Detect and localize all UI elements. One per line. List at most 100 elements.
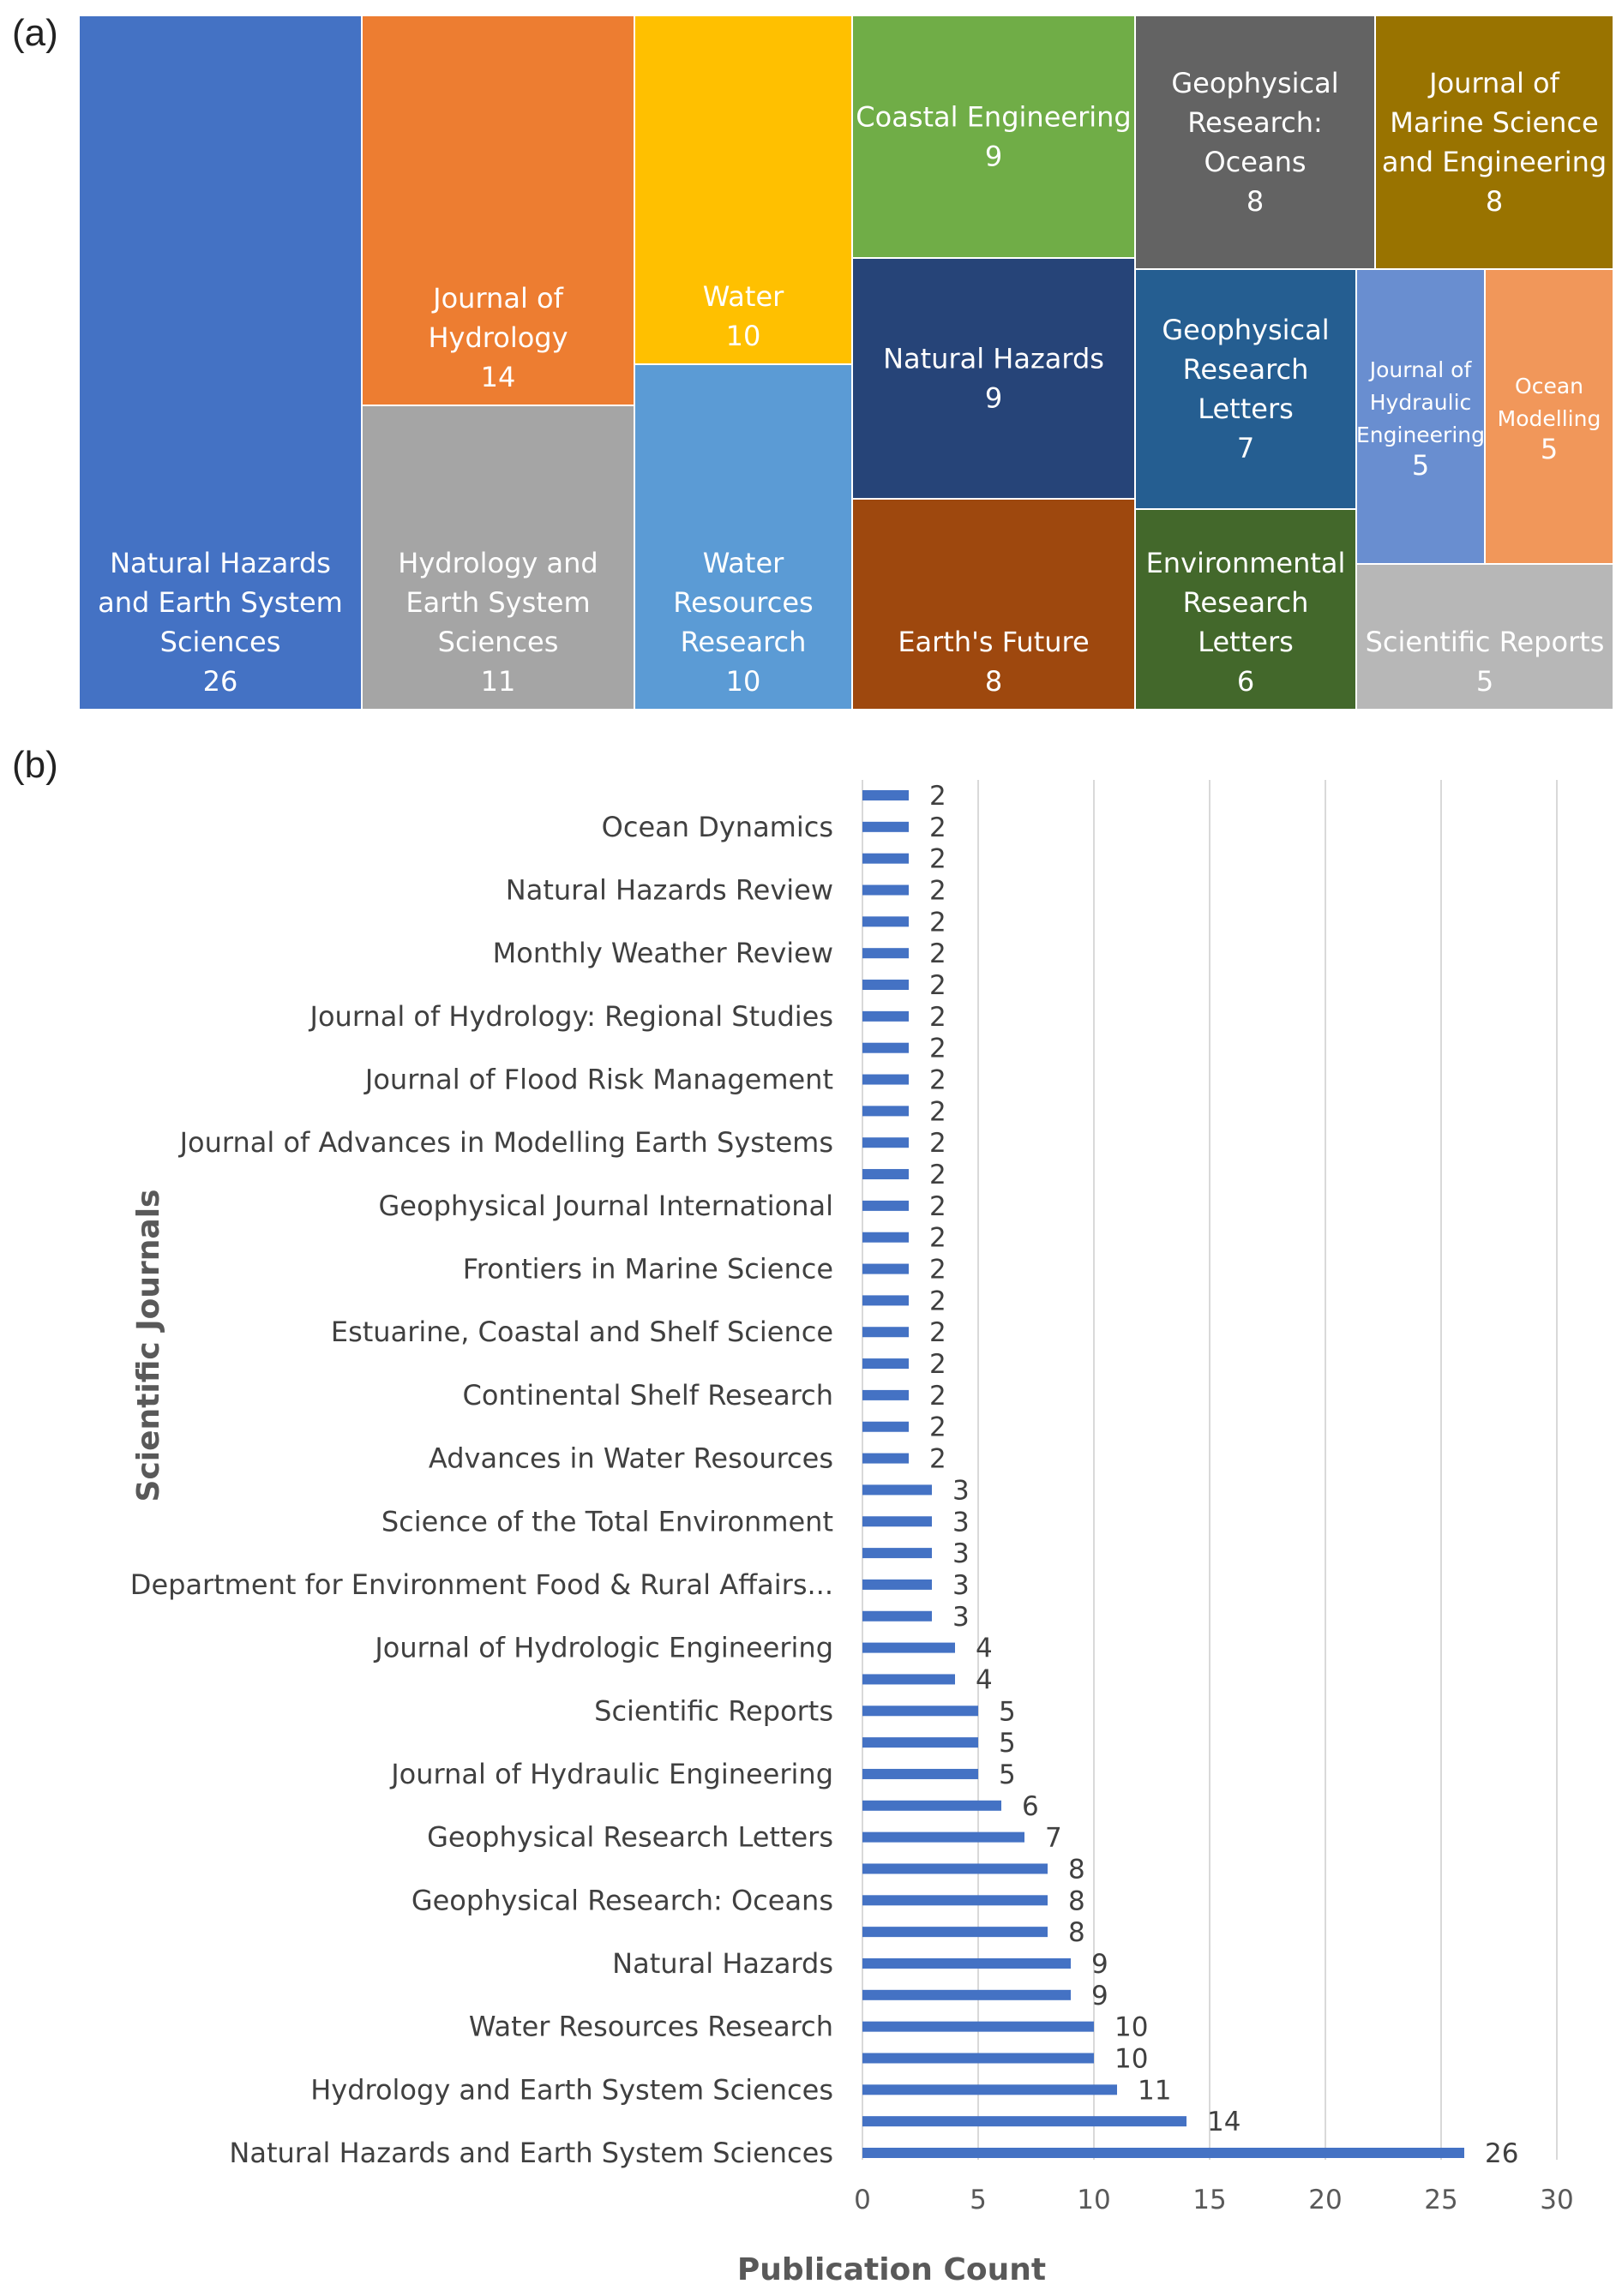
bar-value-label: 3: [952, 1602, 970, 1633]
bar-value-label: 8: [1068, 1854, 1085, 1885]
bar-value-label: 2: [929, 1255, 946, 1286]
treemap-tile-value: 11: [481, 665, 516, 698]
bar-value-label: 2: [929, 938, 946, 969]
bar: [862, 1831, 1024, 1843]
treemap-tile-label: Research:: [1187, 106, 1323, 139]
treemap-tile: Earth's Future 8: [851, 498, 1136, 710]
bar: [862, 2053, 1094, 2064]
x-tick-label: 30: [1540, 2185, 1573, 2215]
bar-value-label: 3: [952, 1538, 970, 1569]
treemap-tile-label: Marine Science: [1390, 106, 1598, 139]
bar: [862, 853, 909, 864]
treemap-tile-label: Environmental: [1146, 547, 1346, 579]
category-label: Department for Environment Food & Rural …: [130, 1568, 833, 1601]
bar-value-label: 4: [976, 1664, 993, 1695]
treemap-tile-value: 5: [1412, 449, 1429, 482]
treemap-tile-value: 5: [1476, 665, 1493, 698]
treemap-tile: Water 10: [634, 15, 853, 365]
treemap-tile-value: 8: [985, 665, 1002, 698]
bar: [862, 1863, 1048, 1874]
bar: [862, 1232, 909, 1243]
treemap-tile-rect: [851, 15, 1136, 259]
x-tick-label: 0: [854, 2185, 871, 2215]
treemap-tile-value: 10: [726, 665, 761, 698]
bar-value-label: 3: [952, 1570, 970, 1601]
treemap-chart: Natural Hazards and Earth System Sciences 2…: [78, 15, 1614, 710]
bar: [862, 1389, 909, 1400]
bar: [862, 1548, 932, 1559]
y-axis-title: Scientific Journals: [131, 1190, 166, 1502]
treemap-tile-value: 10: [726, 320, 761, 352]
treemap-tile: Coastal Engineering 9: [851, 15, 1136, 259]
panel-label-b: (b): [12, 744, 58, 786]
category-label: Geophysical Research Letters: [427, 1821, 833, 1854]
bar-value-label: 2: [929, 1096, 946, 1127]
treemap-tile: Geophysical Research Letters 7: [1134, 268, 1357, 510]
bar-value-label: 4: [976, 1634, 993, 1664]
treemap-tile-label: Water: [703, 547, 784, 579]
bar-value-label: 5: [999, 1728, 1016, 1759]
bar: [862, 1327, 909, 1338]
bar: [862, 2116, 1186, 2127]
treemap-tile-rect: [1134, 15, 1376, 270]
category-label: Natural Hazards: [612, 1947, 833, 1980]
treemap-tile-rect: [851, 498, 1136, 710]
bar: [862, 1421, 909, 1432]
category-label: Hydrology and Earth System Sciences: [310, 2073, 833, 2106]
bar: [862, 1010, 909, 1022]
bar-value-label: 6: [1022, 1791, 1039, 1822]
treemap-tile-rect: [361, 405, 635, 710]
category-label: Continental Shelf Research: [463, 1379, 834, 1412]
x-tick-label: 10: [1077, 2185, 1110, 2215]
bar-value-label: 10: [1114, 2012, 1148, 2043]
bar-value-label: 2: [929, 876, 946, 907]
bar: [862, 1453, 909, 1464]
bar: [862, 1169, 909, 1180]
bar-value-label: 2: [929, 1002, 946, 1033]
treemap-tile-label: Journal of: [431, 282, 563, 315]
treemap-tile: Journal of Hydrology 14: [361, 15, 635, 406]
treemap-tile-value: 5: [1541, 433, 1558, 465]
bar-value-label: 26: [1485, 2138, 1518, 2169]
treemap-tile-value: 8: [1247, 185, 1264, 218]
treemap-tile: Water Resources Research 10: [634, 363, 853, 710]
treemap-tile-value: 9: [985, 382, 1002, 415]
treemap-tile-rect: [1374, 15, 1614, 270]
category-label: Journal of Hydrology: Regional Studies: [309, 1000, 833, 1033]
bar: [862, 1642, 955, 1653]
bar: [862, 1989, 1071, 2000]
treemap-tile-rect: [1355, 563, 1614, 710]
bar-value-label: 8: [1068, 1917, 1085, 1948]
treemap-tile-label: Modelling: [1498, 406, 1601, 431]
treemap-tile-label: Hydrology and: [398, 547, 598, 579]
treemap-tile-label: Letters: [1198, 626, 1294, 658]
treemap-tile: Natural Hazards and Earth System Sciences 2…: [78, 15, 363, 710]
treemap-tile-label: Engineering: [1356, 423, 1485, 447]
bar-value-label: 2: [929, 1034, 946, 1064]
treemap-tile-value: 8: [1486, 185, 1503, 218]
treemap-tile-label: Ocean: [1515, 374, 1583, 399]
category-label: Geophysical Research: Oceans: [412, 1884, 833, 1916]
category-label: Monthly Weather Review: [493, 937, 833, 969]
treemap-tile-label: Natural Hazards: [110, 547, 331, 579]
bar: [862, 1358, 909, 1370]
bar: [862, 1579, 932, 1590]
bar-value-label: 2: [929, 1191, 946, 1222]
category-label: Water Resources Research: [469, 2011, 833, 2043]
category-label: Ocean Dynamics: [602, 811, 833, 843]
bar: [862, 1610, 932, 1622]
bar: [862, 916, 909, 927]
bar: [862, 1516, 932, 1527]
treemap-tile-label: Earth's Future: [898, 626, 1089, 658]
treemap-tile-label: Coastal Engineering: [856, 101, 1131, 134]
x-tick-label: 15: [1192, 2185, 1226, 2215]
treemap-tile-label: Letters: [1198, 393, 1294, 425]
bar: [862, 1957, 1071, 1969]
treemap-tile-rect: [1134, 268, 1357, 510]
treemap-tile-label: Oceans: [1204, 146, 1306, 178]
bar: [862, 1768, 978, 1779]
bar-value-label: 2: [929, 1317, 946, 1348]
treemap-tile: Geophysical Research: Oceans 8: [1134, 15, 1376, 270]
treemap-tile-rect: [634, 15, 853, 365]
